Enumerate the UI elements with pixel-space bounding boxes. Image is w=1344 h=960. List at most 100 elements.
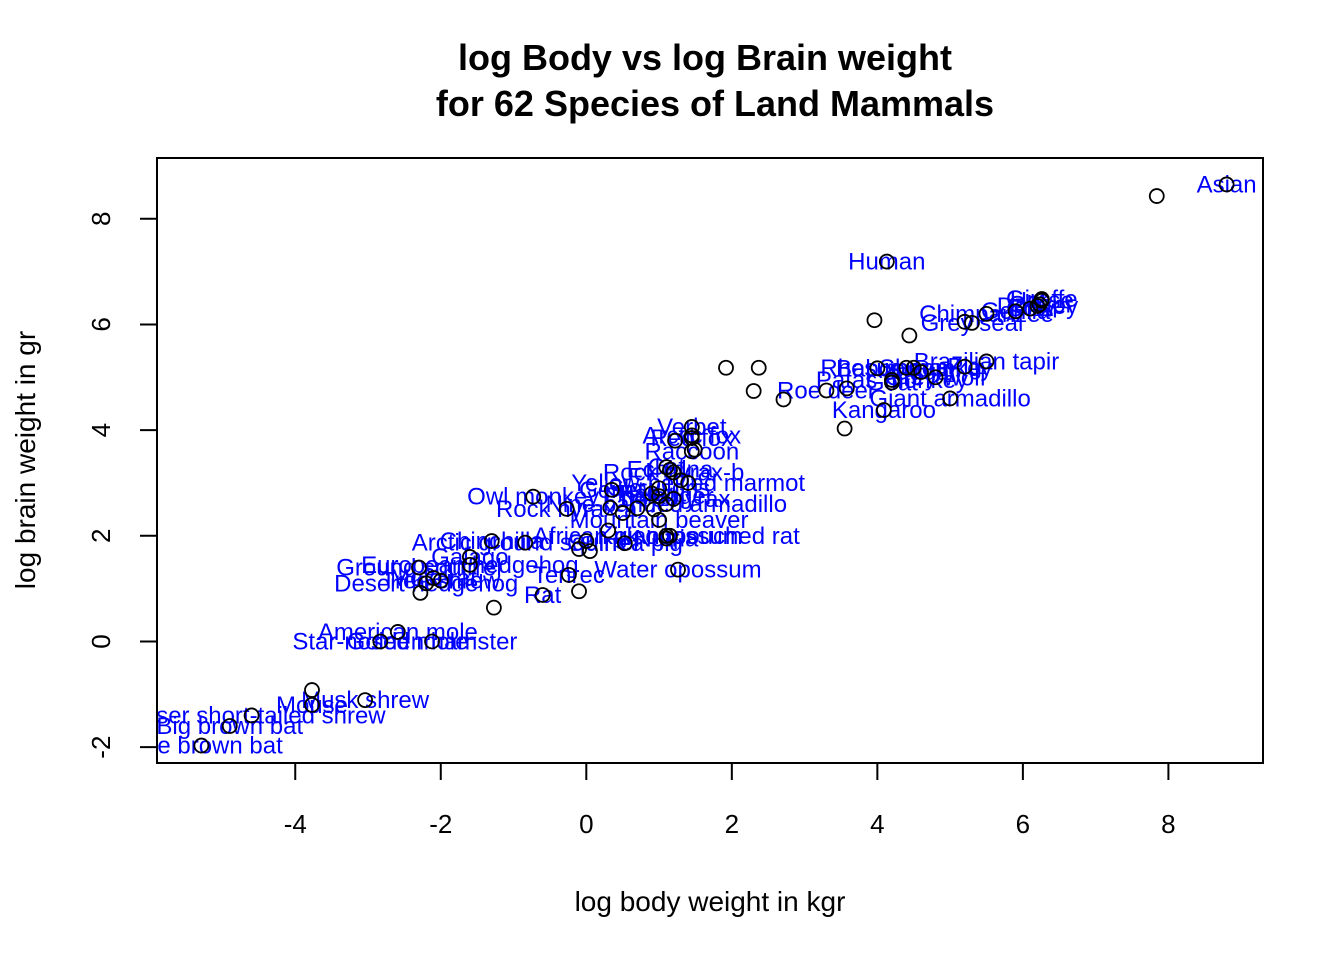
y-axis: -2 0 2 4 6 8 [86,212,158,759]
data-point [1029,298,1046,314]
y-tick-label: 4 [86,423,116,437]
data-point [483,533,500,549]
data-point [560,566,577,583]
point-label: Owl monkey [467,484,599,511]
y-tick-label: 8 [86,212,116,226]
point-label: Water opossum [594,557,761,584]
data-point [670,561,686,578]
data-point [461,549,478,565]
point-label: Tenrec [533,562,605,589]
data-point [221,718,238,734]
data-point [582,543,598,560]
point-label: Arctic ground squirrel [412,530,639,557]
data-point [836,420,853,437]
x-tick-label: -2 [429,809,452,839]
point-label: Chinchilla [440,528,545,555]
data-point [1022,300,1039,317]
data-point [686,441,703,458]
point-label: Red fox [650,425,733,452]
x-tick-label: 8 [1161,809,1175,839]
point-label: Pig [947,354,982,381]
point-label: Giant armadillo [869,385,1030,412]
data-point [680,475,697,491]
point-label: Golden hamster [347,628,518,655]
data-point [1218,176,1235,193]
data-point [1148,188,1165,204]
y-tick-label: -2 [86,736,116,759]
data-point [424,633,440,650]
x-tick-label: 6 [1016,809,1030,839]
data-point [243,707,260,724]
data-point [775,391,792,408]
data-point [901,327,918,344]
x-tick-label: 4 [870,809,884,839]
data-point [683,419,700,435]
data-point [485,599,502,616]
data-point [411,559,427,576]
data-point [525,488,542,505]
y-tick-label: 2 [86,529,116,543]
data-point [898,359,915,376]
data-point [372,633,389,650]
point-label: Tree hyrax [617,486,731,513]
data-point [629,500,646,517]
point-labels: AsianHumanGiraffeHorseOkapiDonkeyCowGori… [118,171,1257,760]
data-point [718,359,734,376]
data-point [517,534,534,551]
point-label: Kangaroo [832,397,936,424]
data-point [667,432,683,449]
point-label: Rat [524,582,562,609]
data-point [662,461,678,478]
point-label: Jaguar [884,359,957,386]
point-label: American mole [318,619,478,646]
point-label: Desert hedgehog [334,570,518,597]
x-tick-label: 0 [579,809,593,839]
data-point [818,382,835,399]
data-point [869,360,886,377]
data-point [534,587,551,603]
data-point [978,353,995,370]
point-label: Little brown bat [120,733,283,760]
data-point [662,527,678,544]
point-label: Lesser short-tailed shrew [118,702,387,729]
data-point [866,312,883,329]
point-label: Human [848,249,925,276]
data-point [304,696,320,713]
data-point [461,556,478,573]
data-point [956,358,973,375]
data-point [357,692,374,709]
point-label: Tree shrew [381,568,501,595]
data-point [1031,296,1048,313]
data-point [571,583,587,600]
y-tick-label: 0 [86,634,116,648]
data-point [964,314,980,331]
data-point [651,512,667,528]
chart-title-line2: for 62 Species of Land Mammals [436,83,994,124]
data-point [600,522,617,539]
data-point [927,369,944,386]
data-point [614,505,631,521]
data-point [884,374,900,391]
point-label: Asian [1197,171,1257,198]
data-point [876,402,892,418]
data-point [603,481,620,498]
data-point [432,572,449,589]
data-point [905,359,922,376]
point-label: Roe deer [777,377,876,404]
x-tick-label: -4 [284,809,307,839]
data-point [942,390,959,407]
point-label: Big brown bat [156,713,303,740]
y-axis-label: log brain weight in gr [10,331,41,589]
data-point [616,535,633,552]
data-point [672,472,689,489]
point-label: Rock hyrax-a [496,496,638,523]
data-point [658,530,675,547]
data-point [745,383,762,399]
point-label: Grey wolf [885,364,987,391]
data-point [571,541,587,557]
x-tick-label: 2 [725,809,739,839]
y-tick-label: 6 [86,317,116,331]
data-point [750,359,767,376]
data-point [193,737,210,754]
